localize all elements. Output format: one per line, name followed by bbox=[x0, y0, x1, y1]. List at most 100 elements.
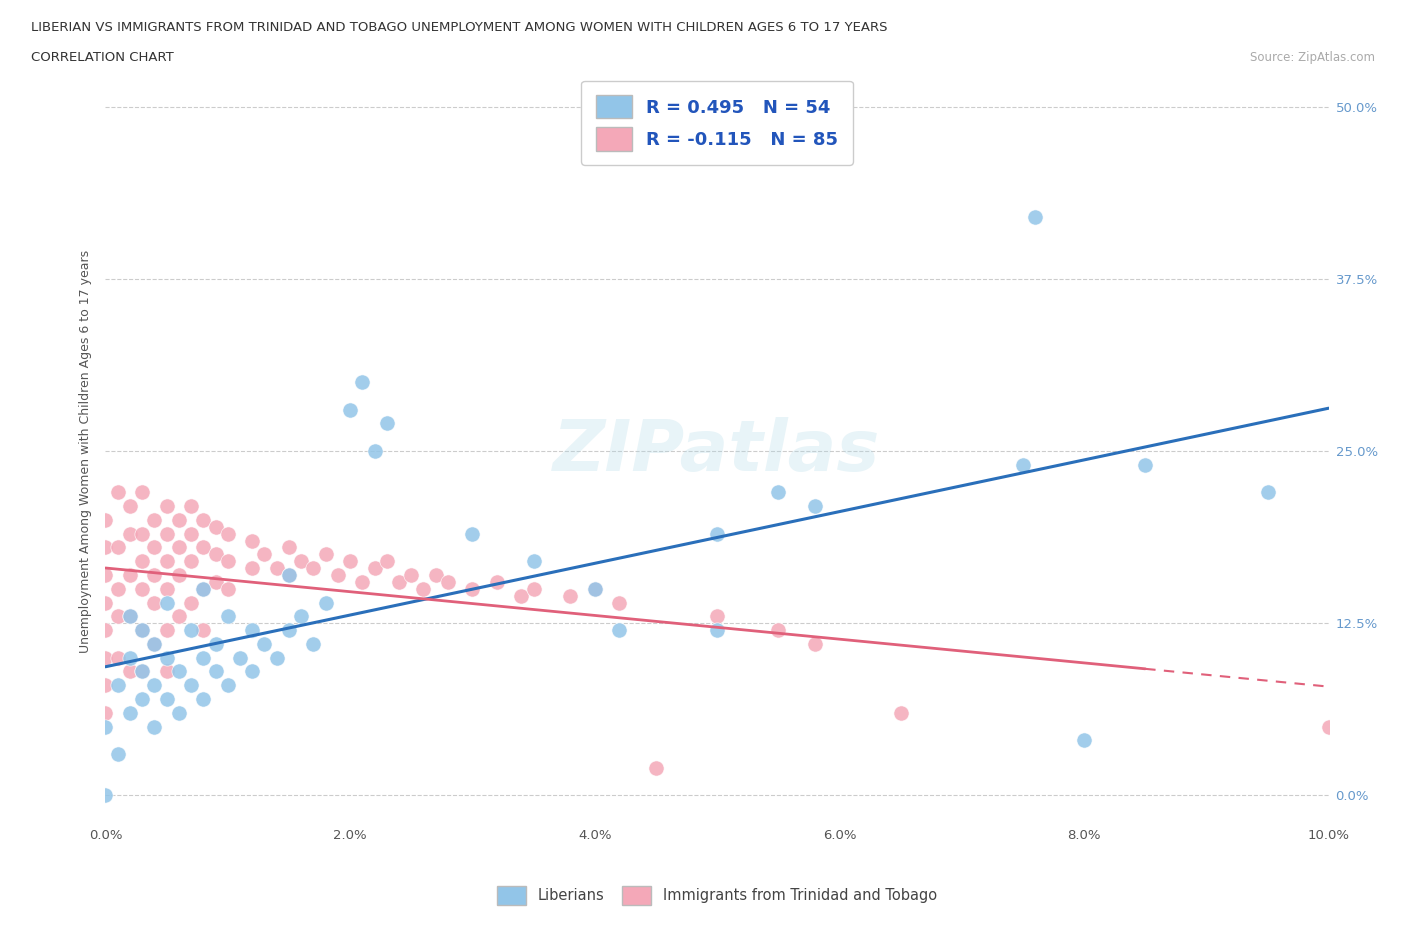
Point bbox=[290, 554, 312, 569]
Point bbox=[167, 609, 190, 624]
Point bbox=[1073, 733, 1095, 748]
Point bbox=[412, 581, 434, 596]
Point bbox=[155, 650, 177, 665]
Point bbox=[1011, 458, 1033, 472]
Point bbox=[131, 623, 153, 638]
Point bbox=[266, 650, 288, 665]
Point bbox=[240, 664, 263, 679]
Point bbox=[326, 567, 349, 582]
Point bbox=[94, 512, 117, 527]
Point bbox=[180, 554, 202, 569]
Point bbox=[315, 547, 337, 562]
Point bbox=[180, 526, 202, 541]
Point bbox=[363, 561, 385, 576]
Point bbox=[278, 567, 301, 582]
Point bbox=[155, 526, 177, 541]
Point bbox=[143, 567, 166, 582]
Point bbox=[706, 526, 728, 541]
Point bbox=[143, 719, 166, 734]
Point bbox=[94, 705, 117, 720]
Point bbox=[143, 595, 166, 610]
Point bbox=[425, 567, 447, 582]
Point bbox=[1256, 485, 1278, 499]
Point bbox=[560, 589, 582, 604]
Point bbox=[143, 636, 166, 651]
Point bbox=[768, 485, 790, 499]
Point bbox=[352, 375, 374, 390]
Point bbox=[193, 512, 215, 527]
Point bbox=[118, 705, 141, 720]
Point bbox=[143, 678, 166, 693]
Point bbox=[155, 595, 177, 610]
Point bbox=[131, 554, 153, 569]
Point bbox=[180, 678, 202, 693]
Point bbox=[1024, 209, 1046, 224]
Point bbox=[193, 692, 215, 707]
Point bbox=[167, 540, 190, 555]
Point bbox=[204, 547, 226, 562]
Point bbox=[143, 512, 166, 527]
Point bbox=[217, 609, 239, 624]
Point bbox=[485, 575, 508, 590]
Text: LIBERIAN VS IMMIGRANTS FROM TRINIDAD AND TOBAGO UNEMPLOYMENT AMONG WOMEN WITH CH: LIBERIAN VS IMMIGRANTS FROM TRINIDAD AND… bbox=[31, 21, 887, 34]
Point bbox=[315, 595, 337, 610]
Point bbox=[131, 664, 153, 679]
Text: ZIPatlas: ZIPatlas bbox=[554, 417, 880, 485]
Point bbox=[167, 567, 190, 582]
Point bbox=[193, 581, 215, 596]
Point bbox=[217, 678, 239, 693]
Point bbox=[94, 650, 117, 665]
Point bbox=[217, 554, 239, 569]
Point bbox=[510, 589, 533, 604]
Point bbox=[768, 623, 790, 638]
Point bbox=[253, 636, 276, 651]
Point bbox=[388, 575, 411, 590]
Point bbox=[118, 498, 141, 513]
Point bbox=[118, 609, 141, 624]
Point bbox=[240, 533, 263, 548]
Point bbox=[375, 554, 398, 569]
Point bbox=[94, 567, 117, 582]
Point bbox=[131, 581, 153, 596]
Point bbox=[804, 636, 827, 651]
Point bbox=[131, 623, 153, 638]
Point bbox=[107, 747, 129, 762]
Point bbox=[118, 526, 141, 541]
Point bbox=[240, 561, 263, 576]
Point bbox=[193, 581, 215, 596]
Point bbox=[180, 595, 202, 610]
Point bbox=[107, 581, 129, 596]
Point bbox=[118, 609, 141, 624]
Point bbox=[290, 609, 312, 624]
Point bbox=[94, 595, 117, 610]
Point bbox=[375, 416, 398, 431]
Point bbox=[889, 705, 911, 720]
Point bbox=[155, 664, 177, 679]
Point bbox=[155, 623, 177, 638]
Point bbox=[302, 636, 325, 651]
Point bbox=[1317, 719, 1340, 734]
Point bbox=[339, 403, 361, 418]
Point bbox=[107, 540, 129, 555]
Point bbox=[167, 512, 190, 527]
Point bbox=[180, 623, 202, 638]
Text: Source: ZipAtlas.com: Source: ZipAtlas.com bbox=[1250, 51, 1375, 64]
Point bbox=[155, 692, 177, 707]
Point bbox=[193, 623, 215, 638]
Point bbox=[204, 575, 226, 590]
Point bbox=[461, 581, 484, 596]
Point bbox=[204, 636, 226, 651]
Point bbox=[155, 554, 177, 569]
Point bbox=[131, 526, 153, 541]
Point bbox=[118, 664, 141, 679]
Point bbox=[240, 623, 263, 638]
Point bbox=[131, 664, 153, 679]
Point bbox=[706, 609, 728, 624]
Point bbox=[143, 636, 166, 651]
Point bbox=[131, 485, 153, 499]
Point bbox=[118, 567, 141, 582]
Point bbox=[253, 547, 276, 562]
Point bbox=[107, 650, 129, 665]
Point bbox=[229, 650, 252, 665]
Point bbox=[607, 595, 630, 610]
